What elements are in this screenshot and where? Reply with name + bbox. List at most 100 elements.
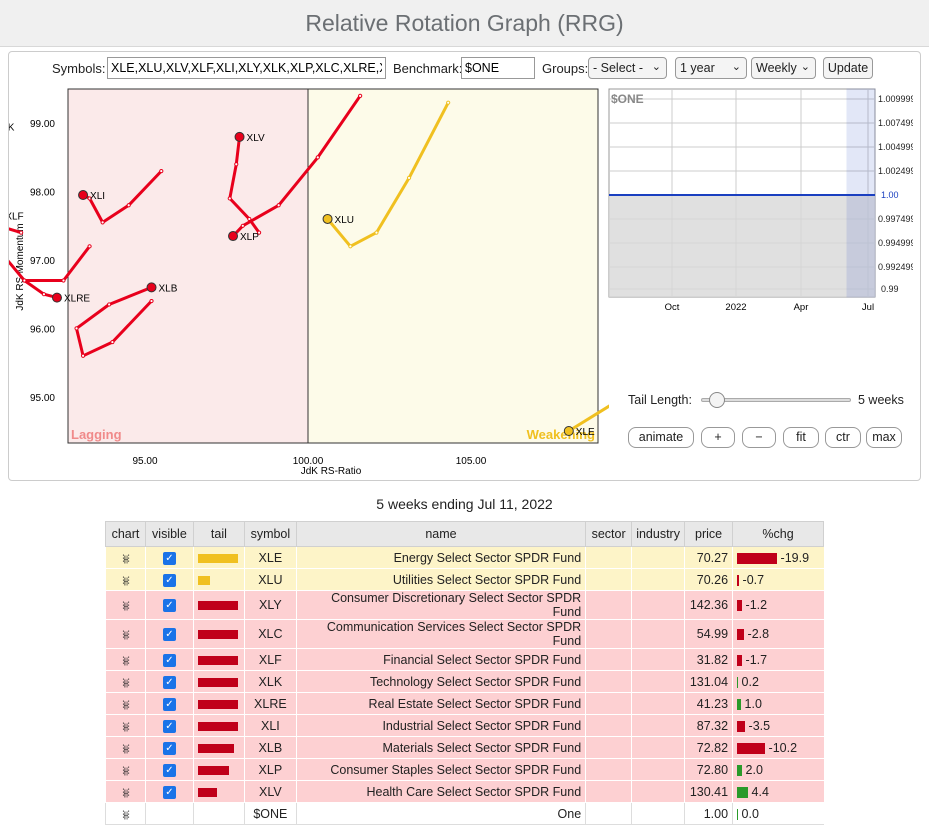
visible-checkbox[interactable]: ✓: [162, 763, 176, 777]
benchmark-input[interactable]: [461, 57, 535, 79]
groups-select[interactable]: - Select - ⌄: [588, 57, 667, 79]
sector-cell: [585, 648, 632, 671]
symbol-label: XLU: [335, 215, 354, 226]
frequency-select[interactable]: Weekly ⌄: [751, 57, 816, 79]
chart-icon[interactable]: ⫶⫵⫶: [122, 601, 130, 612]
table-row[interactable]: ⫶⫵⫶ ✓ XLK Technology Select Sector SPDR Fun…: [105, 670, 824, 693]
table-row[interactable]: ⫶⫵⫶ ✓ XLP Consumer Staples Select Sector SP…: [105, 758, 824, 781]
chg-bar: [737, 600, 743, 612]
col-header-tail[interactable]: tail: [192, 521, 245, 547]
visible-checkbox[interactable]: ✓: [162, 785, 176, 799]
symbol-cell[interactable]: XLK: [243, 670, 297, 693]
col-header-name[interactable]: name: [295, 521, 587, 547]
visible-checkbox[interactable]: ✓: [162, 675, 176, 689]
chart-icon[interactable]: ⫶⫵⫶: [122, 699, 130, 711]
visible-checkbox[interactable]: ✓: [162, 697, 176, 711]
visible-checkbox[interactable]: ✓: [162, 719, 176, 733]
benchmark-title: $ONE: [611, 92, 644, 106]
head-xlp[interactable]: [228, 231, 239, 242]
symbols-input[interactable]: [107, 57, 386, 79]
tail-length-slider[interactable]: [701, 392, 851, 408]
visible-checkbox[interactable]: ✓: [162, 573, 176, 587]
visible-checkbox[interactable]: ✓: [162, 628, 176, 642]
table-body: ⫶⫵⫶ ✓ XLE Energy Select Sector SPDR Fund 70.…: [105, 546, 824, 825]
symbol-cell[interactable]: XLE: [243, 546, 297, 569]
symbol-cell[interactable]: XLY: [243, 590, 297, 620]
period-select[interactable]: 1 year ⌄: [675, 57, 747, 79]
col-header-industry[interactable]: industry: [631, 521, 686, 547]
table-row[interactable]: ⫶⫵⫶ ✓ XLE Energy Select Sector SPDR Fund 70.…: [105, 546, 824, 569]
col-header-visible[interactable]: visible: [144, 521, 194, 547]
controls-bar: Symbols: Benchmark: Groups: - Select - ⌄…: [9, 57, 920, 79]
symbol-cell[interactable]: XLP: [243, 758, 297, 781]
chart-icon[interactable]: ⫶⫵⫶: [122, 655, 130, 667]
tail-bar: [197, 655, 238, 665]
table-row[interactable]: ⫶⫵⫶ ✓ XLB Materials Select Sector SPDR Fund…: [105, 736, 824, 759]
tail-point: [100, 220, 105, 225]
lagging-quadrant: [67, 88, 309, 444]
symbol-cell[interactable]: XLRE: [243, 692, 297, 715]
rrg-tails: XLCXLKXLVXLFXLIXLYXLREXLBXLPXLUXLE: [9, 93, 609, 438]
table-row[interactable]: ⫶⫵⫶ ✓ XLC Communication Services Select Sec…: [105, 619, 824, 649]
symbol-cell[interactable]: XLF: [243, 648, 297, 671]
sector-cell: [585, 568, 632, 591]
chart-icon[interactable]: ⫶⫵⫶: [122, 721, 130, 733]
table-row[interactable]: ⫶⫵⫶ $ONE One 1.00 0.0: [105, 802, 824, 825]
visible-checkbox[interactable]: ✓: [162, 599, 176, 613]
y-tick-label: 98.00: [30, 188, 55, 199]
center-button[interactable]: ctr: [825, 427, 861, 448]
table-row[interactable]: ⫶⫵⫶ ✓ XLF Financial Select Sector SPDR Fund…: [105, 648, 824, 671]
sector-cell: [585, 546, 632, 569]
col-header-price[interactable]: price: [684, 521, 734, 547]
head-xlu[interactable]: [322, 213, 333, 224]
chart-icon[interactable]: ⫶⫵⫶: [122, 809, 130, 821]
col-header-chg[interactable]: %chg: [732, 521, 824, 547]
animate-button[interactable]: animate: [628, 427, 694, 448]
table-row[interactable]: ⫶⫵⫶ ✓ XLRE Real Estate Select Sector SPDR F…: [105, 692, 824, 715]
y-axis-ticks: 99.00 98.00 97.00 96.00 95.00: [30, 119, 55, 404]
symbol-cell[interactable]: XLB: [243, 736, 297, 759]
tail-length-slider-handle[interactable]: [709, 392, 725, 408]
table-row[interactable]: ⫶⫵⫶ ✓ XLU Utilities Select Sector SPDR Fund…: [105, 568, 824, 591]
benchmark-label: Benchmark:: [393, 61, 463, 76]
table-row[interactable]: ⫶⫵⫶ ✓ XLI Industrial Select Sector SPDR Fun…: [105, 714, 824, 737]
visible-checkbox[interactable]: ✓: [162, 653, 176, 667]
chart-icon[interactable]: ⫶⫵⫶: [122, 765, 130, 777]
sector-cell: [585, 736, 632, 759]
symbol-cell[interactable]: XLV: [243, 780, 297, 803]
zoom-in-button[interactable]: +: [701, 427, 735, 448]
fit-button[interactable]: fit: [783, 427, 819, 448]
head-xli[interactable]: [78, 190, 89, 201]
head-xlre[interactable]: [51, 292, 62, 303]
head-xle[interactable]: [563, 426, 574, 436]
col-header-sector[interactable]: sector: [585, 521, 633, 547]
tail-point: [358, 93, 363, 98]
head-xlv[interactable]: [234, 131, 245, 142]
chart-icon[interactable]: ⫶⫵⫶: [122, 787, 130, 799]
symbol-label: XLK: [9, 123, 15, 134]
benchmark-chart: $ONE 1.0099999 1.0074999 1.0049999 1.002…: [608, 88, 913, 313]
table-row[interactable]: ⫶⫵⫶ ✓ XLV Health Care Select Sector SPDR Fu…: [105, 780, 824, 803]
tail-bar: [197, 787, 217, 797]
chart-icon[interactable]: ⫶⫵⫶: [122, 553, 130, 565]
visible-checkbox[interactable]: ✓: [162, 741, 176, 755]
update-button[interactable]: Update: [823, 57, 873, 79]
x-tick-label: 100.00: [293, 456, 324, 467]
symbol-cell[interactable]: XLU: [243, 568, 297, 591]
chart-icon[interactable]: ⫶⫵⫶: [122, 677, 130, 689]
symbol-cell[interactable]: XLI: [243, 714, 297, 737]
chart-icon[interactable]: ⫶⫵⫶: [122, 743, 130, 755]
industry-cell: [631, 714, 685, 737]
col-header-symbol[interactable]: symbol: [243, 521, 297, 547]
symbol-cell[interactable]: XLC: [243, 619, 297, 649]
max-button[interactable]: max: [866, 427, 902, 448]
chart-icon[interactable]: ⫶⫵⫶: [122, 575, 130, 587]
symbol-cell[interactable]: $ONE: [243, 802, 297, 825]
col-header-chart[interactable]: chart: [105, 521, 146, 547]
head-xlb[interactable]: [146, 282, 157, 293]
visible-checkbox[interactable]: ✓: [162, 551, 176, 565]
zoom-out-button[interactable]: −: [742, 427, 776, 448]
table-row[interactable]: ⫶⫵⫶ ✓ XLY Consumer Discretionary Select Sec…: [105, 590, 824, 620]
chart-icon[interactable]: ⫶⫵⫶: [122, 630, 130, 641]
name-cell: Energy Select Sector SPDR Fund: [295, 546, 586, 569]
